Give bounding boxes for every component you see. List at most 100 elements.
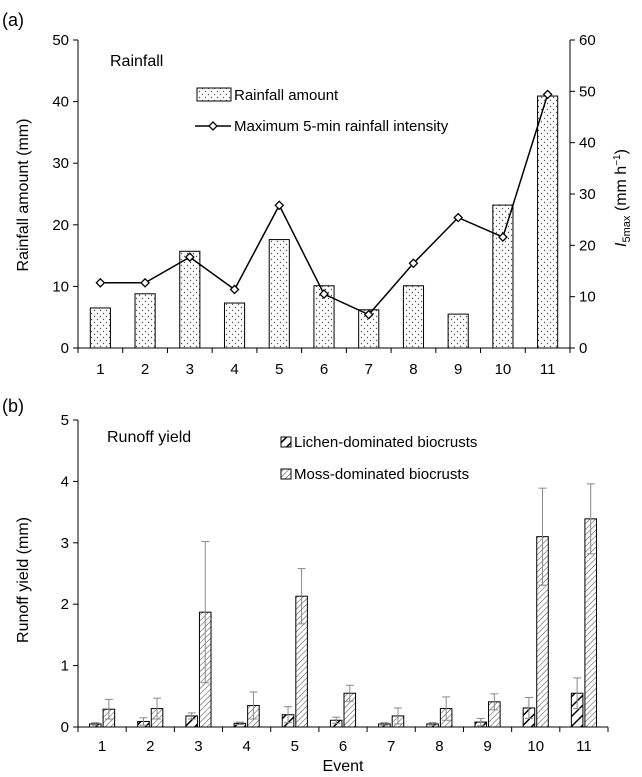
moss-error-bar (538, 487, 547, 586)
x-tick-label: 1 (96, 361, 104, 378)
y-tick-label: 2 (61, 596, 69, 613)
panel-b-axes: 0 1 2 3 4 5 1 2 3 4 5 6 7 8 9 10 11 (61, 412, 609, 755)
legend-label-moss: Moss-dominated biocrusts (294, 466, 469, 483)
rainfall-bar (223, 302, 246, 349)
moss-error-bar (249, 691, 258, 720)
x-tick-label: 4 (230, 361, 238, 378)
panel-a-bars (89, 95, 559, 349)
y-tick-label: 10 (52, 278, 69, 295)
moss-error-bar (490, 693, 499, 711)
x-tick-label: 10 (527, 738, 544, 755)
y-tick-label: 4 (61, 473, 69, 490)
moss-error-bar (104, 698, 113, 720)
panel-a-label: (a) (2, 10, 24, 30)
lichen-error-bar (428, 722, 437, 726)
x-tick-label: 11 (576, 738, 592, 755)
panel-a-intensity-line (95, 89, 553, 320)
y-tick-label: 3 (61, 535, 69, 552)
moss-error-bar (201, 541, 210, 684)
panel-a-axes: 0 10 20 30 40 50 0 10 20 30 40 50 60 1 2 3 4 5 6 7 8 9 10 11 (52, 32, 595, 378)
y2-tick-label: 60 (579, 32, 596, 49)
y2-tick-label: 10 (579, 289, 596, 306)
y-tick-label: 40 (52, 94, 69, 111)
intensity-point (363, 309, 374, 320)
x-tick-label: 1 (98, 738, 106, 755)
panel-a-y2-axis-title: I5max (mm h−1) (612, 149, 633, 247)
y2-tick-label: 30 (579, 186, 596, 203)
intensity-point (184, 252, 195, 263)
x-tick-label: 11 (540, 361, 556, 378)
panel-b-bars (89, 483, 597, 728)
x-tick-label: 8 (409, 361, 417, 378)
rainfall-bar (447, 313, 469, 349)
x-tick-label: 4 (242, 738, 250, 755)
moss-error-bar (586, 483, 595, 555)
panel-b-legend: Lichen-dominated biocrusts Moss-dominate… (280, 434, 477, 483)
y-tick-label: 30 (52, 155, 69, 172)
legend-label-intensity: Maximum 5-min rainfall intensity (234, 118, 449, 135)
y-tick-label: 5 (61, 412, 69, 429)
intensity-point (408, 258, 419, 269)
rainfall-bar (313, 285, 335, 349)
rainfall-bar (402, 285, 425, 349)
lichen-error-bar (139, 717, 148, 726)
x-tick-label: 2 (146, 738, 154, 755)
y2-tick-label: 0 (579, 340, 587, 357)
panel-a-y-axis-title: Rainfall amount (mm) (15, 119, 32, 272)
rainfall-bar (268, 239, 290, 349)
rainfall-bar (134, 293, 156, 349)
intensity-point (229, 284, 240, 295)
legend-swatch-rainfall-amount (196, 87, 232, 102)
lichen-error-bar (380, 722, 389, 726)
legend-marker-intensity (208, 121, 218, 131)
x-tick-label: 7 (387, 738, 395, 755)
intensity-point (542, 89, 553, 100)
y-tick-label: 1 (61, 658, 69, 675)
x-tick-label: 8 (435, 738, 443, 755)
legend-swatch-lichen (280, 436, 292, 448)
intensity-point (140, 277, 151, 288)
lichen-error-bar (284, 706, 293, 724)
y2-tick-label: 40 (579, 135, 596, 152)
y-tick-label: 20 (52, 217, 69, 234)
panel-b-y-axis-title: Runoff yield (mm) (15, 517, 32, 643)
y2-tick-label: 50 (579, 83, 596, 100)
x-tick-label: 2 (141, 361, 149, 378)
lichen-error-bar (476, 717, 485, 727)
y-tick-label: 0 (61, 340, 69, 357)
intensity-point (274, 200, 285, 211)
panel-b-title: Runoff yield (107, 429, 191, 446)
panel-b: (b) Runoff yield Runoff yield (mm) Event… (2, 396, 609, 775)
x-tick-label: 7 (365, 361, 373, 378)
y2-tick-label: 20 (579, 237, 596, 254)
y-tick-label: 0 (61, 719, 69, 736)
intensity-point (453, 212, 464, 223)
panel-b-x-axis-title: Event (323, 758, 364, 775)
rainfall-bar (492, 204, 514, 349)
x-tick-label: 5 (275, 361, 283, 378)
rainfall-bar (537, 95, 559, 349)
x-tick-label: 6 (320, 361, 328, 378)
panel-a-legend: Rainfall amount Maximum 5-min rainfall i… (195, 87, 449, 135)
lichen-error-bar (524, 697, 533, 719)
x-tick-label: 3 (186, 361, 194, 378)
legend-swatch-moss (280, 468, 292, 480)
x-tick-label: 3 (194, 738, 202, 755)
lichen-error-bar (573, 677, 582, 710)
panel-b-label: (b) (2, 396, 24, 416)
intensity-point (319, 289, 329, 300)
x-tick-label: 6 (339, 738, 347, 755)
lichen-error-bar (187, 712, 196, 720)
moss-error-bar (153, 697, 162, 720)
panel-a: (a) Rainfall Rainfall amount (mm) I5max … (2, 10, 633, 378)
intensity-point (95, 277, 106, 288)
rainfall-bar (89, 307, 111, 349)
x-tick-label: 5 (291, 738, 299, 755)
x-tick-label: 9 (483, 738, 491, 755)
legend-label-lichen: Lichen-dominated biocrusts (294, 434, 477, 451)
moss-error-bar (393, 707, 402, 725)
moss-error-bar (345, 684, 354, 702)
x-tick-label: 9 (454, 361, 462, 378)
panel-a-title: Rainfall (110, 53, 163, 70)
